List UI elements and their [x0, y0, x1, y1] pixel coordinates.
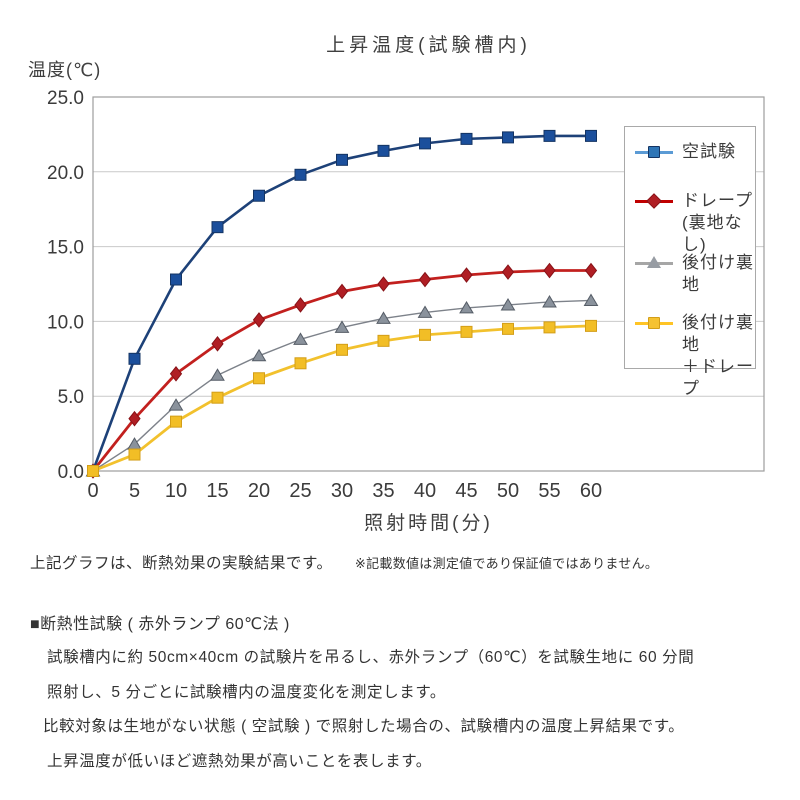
series-0-point-40min [419, 137, 431, 150]
legend-label: ドレープ (裏地なし) [682, 191, 753, 254]
x-tick-label: 25 [289, 480, 311, 502]
series-2-point-35min [376, 311, 391, 324]
result-note: 上記グラフは、断熱効果の実験結果です。 ※記載数値は測定値であり保証値ではありま… [30, 551, 658, 573]
series-line-0 [91, 134, 591, 472]
series-3-point-50min [502, 322, 514, 335]
series-1-point-35min [377, 276, 390, 292]
series-0-point-25min [294, 168, 307, 181]
series-0-point-50min [502, 131, 514, 144]
series-0-point-30min [336, 153, 348, 166]
description-line-3: 比較対象は生地がない状態 ( 空試験 ) で照射した場合の、試験槽内の温度上昇結… [43, 718, 685, 735]
series-1-point-40min [418, 271, 432, 288]
series-1-point-60min [584, 262, 598, 279]
legend-entry-empty-test: 空試験 [635, 141, 736, 163]
series-0-point-45min [460, 132, 473, 145]
disclaimer-text: ※記載数値は測定値であり保証値ではありません。 [354, 556, 659, 571]
series-2-point-30min [334, 320, 350, 333]
series-3-point-0min [87, 465, 99, 477]
series-1-point-55min [543, 262, 556, 279]
series-line-1 [91, 269, 591, 472]
series-1-point-20min [252, 312, 266, 328]
legend-marker-gray-triangle-icon [635, 253, 673, 273]
series-3-point-55min [543, 321, 556, 334]
y-tick-label: 15.0 [47, 238, 84, 259]
series-2-point-20min [251, 348, 267, 362]
x-tick-label: 15 [206, 480, 228, 502]
y-tick-label: 0.0 [58, 462, 84, 483]
x-axis-title: 照射時間(分) [364, 513, 493, 534]
legend-entry-lining: 後付け裏地 [635, 252, 755, 296]
x-tick-label: 50 [497, 480, 519, 502]
series-2-point-15min [210, 368, 225, 381]
x-tick-label: 20 [248, 480, 270, 502]
legend-marker-red-diamond-icon [635, 191, 673, 211]
series-1-point-5min [128, 410, 141, 427]
plot-border [92, 96, 765, 472]
series-3-point-60min [585, 319, 597, 332]
series-0-point-55min [543, 129, 556, 142]
series-3-point-10min [170, 415, 182, 428]
series-0-point-60min [585, 129, 597, 142]
series-1-point-15min [211, 336, 224, 352]
description-line-1: 試験槽内に約 50cm×40cm の試験片を吊るし、赤外ランプ（60℃）を試験生… [47, 649, 695, 666]
y-tick-label: 10.0 [47, 312, 84, 333]
series-0-point-35min [377, 144, 390, 157]
series-2-point-40min [417, 305, 433, 318]
series-1-point-25min [294, 297, 307, 313]
series-0-point-20min [253, 189, 265, 202]
x-tick-label: 40 [414, 480, 436, 502]
series-2-point-60min [583, 293, 599, 306]
legend-marker-blue-square-icon [635, 142, 673, 162]
series-1-point-10min [169, 365, 183, 382]
x-tick-label: 55 [538, 480, 560, 502]
legend-label: 後付け裏地 [682, 253, 754, 294]
series-0-point-10min [170, 273, 182, 286]
series-1-point-30min [335, 283, 349, 300]
series-2-point-10min [168, 398, 184, 411]
series-3-point-40min [419, 328, 431, 341]
series-2-point-25min [293, 332, 308, 345]
series-3-point-25min [294, 357, 307, 370]
x-tick-label: 30 [331, 480, 353, 502]
legend-label: 後付け裏地 ＋ドレープ [682, 313, 754, 398]
legend-marker-yellow-square-icon [635, 313, 673, 333]
chart-legend: 空試験 ドレープ (裏地なし) 後付け裏地 後付け裏地 ＋ドレープ [624, 126, 756, 398]
x-tick-label: 45 [455, 480, 477, 502]
series-2-point-45min [459, 300, 474, 314]
series-2-point-50min [500, 297, 516, 311]
y-tick-label: 5.0 [58, 387, 84, 408]
legend-entry-drape: ドレープ (裏地なし) [635, 190, 755, 256]
series-3-point-20min [253, 372, 265, 385]
series-3-point-35min [377, 334, 390, 347]
series-2-point-55min [542, 294, 557, 308]
section-title: ■断熱性試験 ( 赤外ランプ 60℃法 ) [30, 616, 290, 633]
y-tick-label: 20.0 [47, 163, 84, 184]
x-tick-label: 0 [87, 480, 98, 502]
x-tick-label: 5 [129, 480, 140, 502]
y-axis-title: 温度(℃) [28, 60, 102, 80]
series-3-point-45min [460, 325, 473, 338]
series-3-point-5min [128, 448, 141, 461]
x-tick-label: 60 [580, 480, 602, 502]
series-3-point-30min [336, 343, 348, 356]
legend-entry-lining-plus-drape: 後付け裏地 ＋ドレープ [635, 312, 755, 400]
series-0-point-5min [128, 352, 141, 365]
description-line-2: 照射し、5 分ごとに試験槽内の温度変化を測定します。 [47, 684, 446, 701]
legend-label: 空試験 [682, 142, 736, 161]
series-3-point-15min [211, 391, 224, 404]
series-0-point-15min [211, 221, 224, 234]
x-tick-label: 10 [165, 480, 187, 502]
chart-title: 上昇温度(試験槽内) [326, 35, 531, 56]
y-tick-label: 25.0 [47, 88, 84, 109]
series-1-point-50min [501, 264, 515, 280]
result-note-text: 上記グラフは、断熱効果の実験結果です。 [30, 555, 333, 572]
series-1-point-45min [460, 267, 473, 283]
description-line-4: 上昇温度が低いほど遮熱効果が高いことを表します。 [47, 753, 432, 770]
x-tick-label: 35 [372, 480, 394, 502]
